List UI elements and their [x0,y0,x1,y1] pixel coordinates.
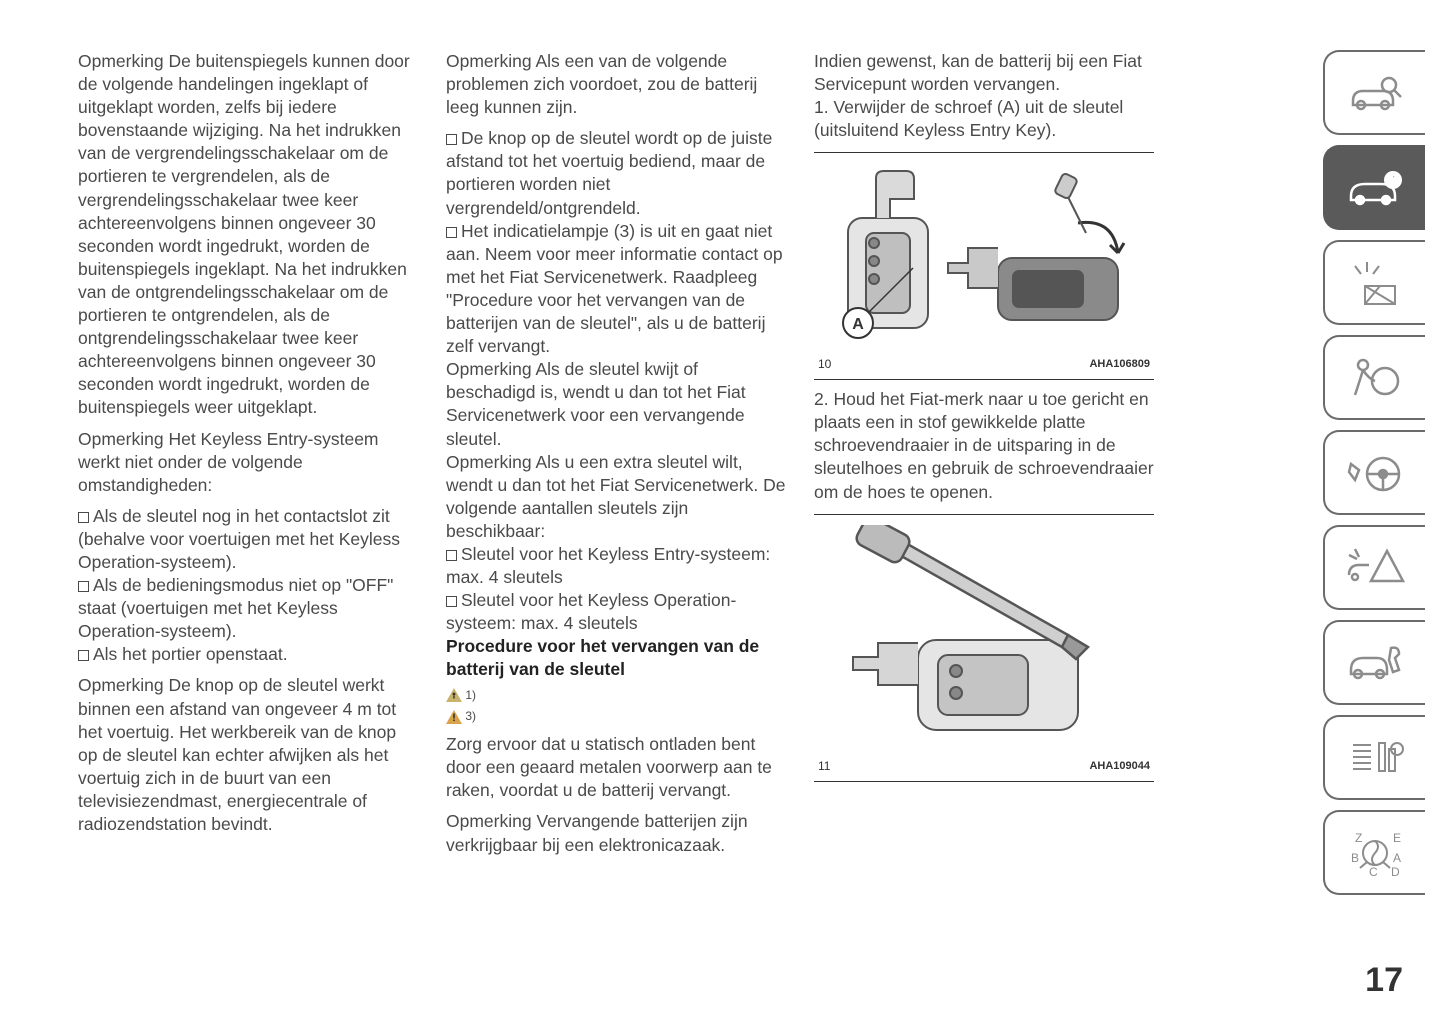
warning-ref: 1) [446,688,786,704]
bullet-text: Het indicatielampje (3) is uit en gaat n… [446,221,783,356]
square-bullet-icon [446,550,457,561]
svg-text:Z: Z [1355,831,1362,845]
figure-11: 11 AHA109044 [814,514,1154,782]
warning-number: 3) [465,709,476,723]
bullet-text: Als het portier openstaat. [93,644,288,664]
svg-text:i: i [1391,174,1395,189]
bullet-text: Als de bedieningsmodus niet op "OFF" sta… [78,575,393,641]
square-bullet-icon [78,512,89,523]
person-warning-icon [446,688,462,702]
svg-text:B: B [1351,851,1359,865]
subheading: Procedure voor het vervangen van de batt… [446,635,786,681]
square-bullet-icon [446,134,457,145]
figure-10: A [814,152,1154,380]
paragraph: Opmerking Als een van de volgende proble… [446,50,786,119]
tab-lights[interactable] [1323,240,1425,325]
bullet-item: Het indicatielampje (3) is uit en gaat n… [446,220,786,359]
paragraph: 2. Houd het Fiat-merk naar u toe gericht… [814,388,1154,503]
triangle-warning-icon [446,710,462,724]
bullet-item: De knop op de sleutel wordt op de juiste… [446,127,786,219]
bullet-item: Als de bedieningsmodus niet op "OFF" sta… [78,574,418,643]
tab-hazard[interactable] [1323,525,1425,610]
paragraph: Opmerking Vervangende batterijen zijn ve… [446,810,786,856]
bullet-text: De knop op de sleutel wordt op de juiste… [446,128,772,217]
square-bullet-icon [78,581,89,592]
tab-car-search[interactable] [1323,50,1425,135]
svg-text:E: E [1393,831,1401,845]
paragraph: Opmerking Het Keyless Entry-systeem werk… [78,428,418,497]
warning-number: 1) [465,688,476,702]
column-3: Indien gewenst, kan de batterij bij een … [814,50,1154,1006]
tab-car-info[interactable]: i [1323,145,1425,230]
paragraph: Opmerking De knop op de sleutel werkt bi… [78,674,418,836]
bullet-text: Als de sleutel nog in het contactslot zi… [78,506,400,572]
bullet-item: Sleutel voor het Keyless Entry-systeem: … [446,543,786,589]
column-2: Opmerking Als een van de volgende proble… [446,50,786,1006]
page-number: 17 [1365,961,1403,1000]
figure-number: 11 [818,759,830,775]
paragraph: Zorg ervoor dat u statisch ontladen bent… [446,733,786,802]
key-pry-illustration [818,525,1138,755]
square-bullet-icon [446,227,457,238]
bullet-item: Als de sleutel nog in het contactslot zi… [78,505,418,574]
square-bullet-icon [78,650,89,661]
bullet-text: Sleutel voor het Keyless Operation-syste… [446,590,736,633]
bullet-item: Sleutel voor het Keyless Operation-syste… [446,589,786,635]
paragraph: 1. Verwijder de schroef (A) uit de sleut… [814,96,1154,142]
paragraph: Opmerking Als de sleutel kwijt of bescha… [446,358,786,450]
paragraph: Indien gewenst, kan de batterij bij een … [814,50,1154,96]
svg-text:A: A [1393,851,1401,865]
paragraph: Opmerking De buitenspiegels kunnen door … [78,50,418,420]
svg-text:A: A [852,316,864,333]
svg-text:C: C [1369,865,1378,878]
tab-diagnostics[interactable] [1323,715,1425,800]
figure-code: AHA109044 [1089,759,1150,775]
warning-ref: 3) [446,709,786,725]
tab-airbag[interactable] [1323,335,1425,420]
tab-maintenance[interactable] [1323,620,1425,705]
key-screw-illustration: A [818,163,1138,353]
square-bullet-icon [446,596,457,607]
bullet-text: Sleutel voor het Keyless Entry-systeem: … [446,544,770,587]
figure-code: AHA106809 [1089,357,1150,373]
tab-steering[interactable] [1323,430,1425,515]
svg-text:D: D [1391,865,1400,878]
section-tabs: i [1323,50,1425,1006]
tab-index[interactable]: Z E B A C D [1323,810,1425,895]
column-1: Opmerking De buitenspiegels kunnen door … [78,50,418,1006]
bullet-item: Als het portier openstaat. [78,643,418,666]
figure-number: 10 [818,357,831,373]
paragraph: Opmerking Als u een extra sleutel wilt, … [446,451,786,543]
